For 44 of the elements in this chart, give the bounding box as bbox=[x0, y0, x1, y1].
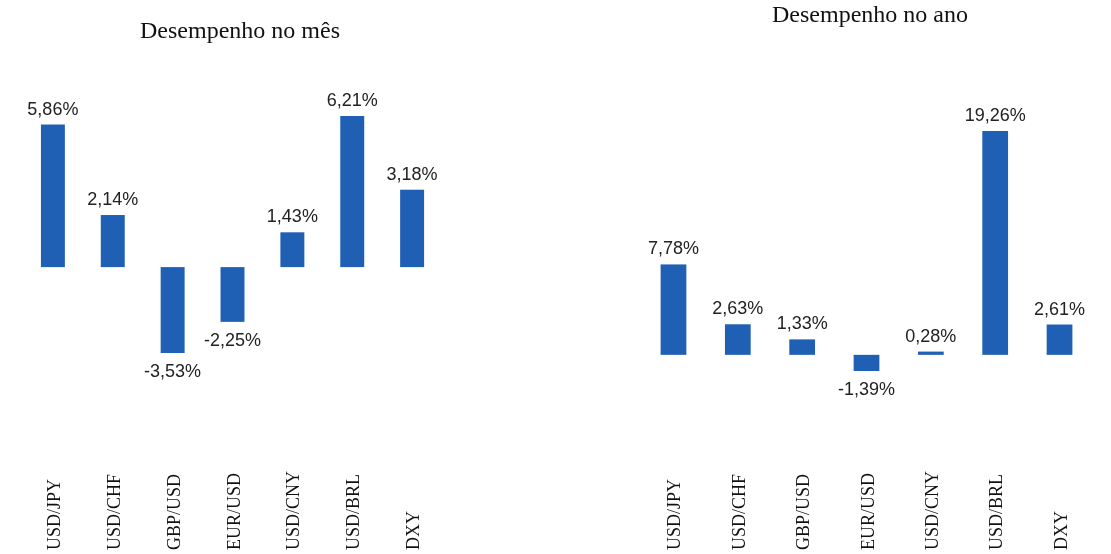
data-label: 1,43% bbox=[266, 206, 318, 227]
chart-title: Desempenho no mês bbox=[140, 17, 340, 43]
x-tick-label: USD/BRL bbox=[986, 473, 1007, 550]
data-label: 5,86% bbox=[27, 98, 79, 119]
bar bbox=[1046, 324, 1073, 355]
bar bbox=[160, 267, 185, 353]
x-tick-label: USD/JPY bbox=[43, 478, 64, 550]
data-label: 2,61% bbox=[1034, 298, 1086, 319]
bar bbox=[40, 124, 65, 268]
x-tick-label: EUR/USD bbox=[223, 472, 244, 550]
bar bbox=[982, 131, 1009, 355]
x-tick-label: USD/CHF bbox=[103, 473, 124, 550]
bar bbox=[340, 116, 365, 268]
x-tick-label: DXY bbox=[403, 511, 424, 550]
data-label: 3,18% bbox=[386, 163, 438, 184]
x-tick-label: GBP/USD bbox=[163, 473, 184, 550]
data-label: 1,33% bbox=[776, 313, 828, 334]
data-label: 0,28% bbox=[905, 325, 957, 346]
x-tick-label: DXY bbox=[1050, 511, 1071, 550]
data-label: -2,25% bbox=[203, 329, 262, 350]
bar bbox=[789, 339, 816, 355]
data-label: 6,21% bbox=[326, 90, 378, 110]
bar bbox=[853, 354, 880, 371]
data-label: -3,53% bbox=[144, 361, 202, 381]
bar bbox=[280, 232, 305, 268]
data-label: -1,39% bbox=[837, 379, 896, 399]
bar bbox=[660, 264, 687, 355]
x-tick-label: USD/CNY bbox=[921, 470, 942, 550]
x-tick-label: USD/BRL bbox=[343, 473, 364, 550]
x-tick-label: USD/CNY bbox=[283, 470, 304, 550]
data-label: 2,63% bbox=[712, 298, 764, 319]
x-tick-label: USD/CHF bbox=[728, 473, 749, 550]
x-tick-label: GBP/USD bbox=[793, 473, 814, 550]
chart-title: Desempenho no ano bbox=[772, 1, 968, 27]
bar bbox=[724, 324, 751, 355]
bar bbox=[100, 215, 125, 268]
data-label: 7,78% bbox=[647, 238, 699, 259]
bar bbox=[400, 189, 425, 268]
bar bbox=[917, 351, 944, 355]
data-label: 2,14% bbox=[87, 189, 139, 210]
x-tick-label: EUR/USD bbox=[857, 472, 878, 550]
x-tick-label: USD/JPY bbox=[664, 478, 685, 550]
data-label: 19,26% bbox=[964, 105, 1026, 125]
bar bbox=[220, 267, 245, 322]
